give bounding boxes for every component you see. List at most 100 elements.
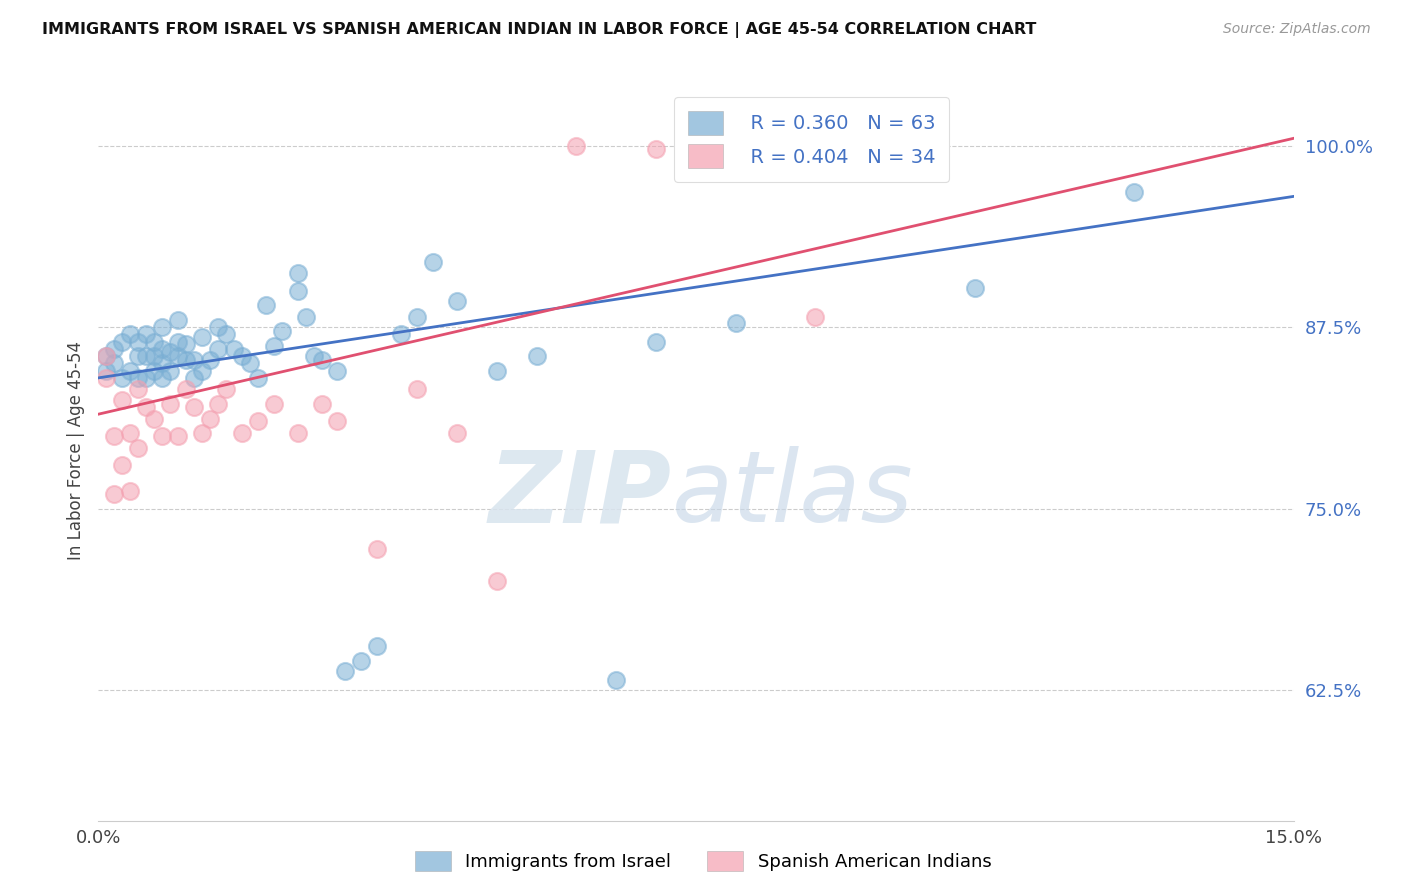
Point xyxy=(605,673,627,687)
Point xyxy=(96,349,118,363)
Point xyxy=(294,310,316,324)
Text: atlas: atlas xyxy=(672,446,914,543)
Point xyxy=(120,363,142,377)
Point xyxy=(287,425,309,440)
Point xyxy=(159,397,181,411)
Y-axis label: In Labor Force | Age 45-54: In Labor Force | Age 45-54 xyxy=(66,341,84,560)
Point xyxy=(406,383,429,397)
Point xyxy=(150,356,173,370)
Point xyxy=(120,425,142,440)
Point xyxy=(96,371,118,385)
Point xyxy=(120,327,142,342)
Text: Source: ZipAtlas.com: Source: ZipAtlas.com xyxy=(1223,22,1371,37)
Point xyxy=(191,330,214,344)
Point xyxy=(366,542,388,557)
Point xyxy=(127,349,149,363)
Point xyxy=(183,400,205,414)
Point xyxy=(207,342,229,356)
Point xyxy=(167,349,190,363)
Point xyxy=(111,334,134,349)
Point xyxy=(103,342,125,356)
Point xyxy=(485,574,508,588)
Point xyxy=(174,337,197,351)
Point xyxy=(135,400,157,414)
Point xyxy=(254,298,277,312)
Point xyxy=(239,356,262,370)
Point xyxy=(287,284,309,298)
Point xyxy=(143,334,166,349)
Point xyxy=(143,363,166,377)
Point xyxy=(198,411,221,425)
Point xyxy=(565,138,588,153)
Point xyxy=(96,363,118,377)
Point xyxy=(174,383,197,397)
Point xyxy=(120,484,142,499)
Text: ZIP: ZIP xyxy=(489,446,672,543)
Point xyxy=(191,425,214,440)
Legend: Immigrants from Israel, Spanish American Indians: Immigrants from Israel, Spanish American… xyxy=(408,844,998,879)
Point xyxy=(127,383,149,397)
Point xyxy=(127,334,149,349)
Point xyxy=(389,327,412,342)
Point xyxy=(215,383,238,397)
Point xyxy=(150,342,173,356)
Point xyxy=(231,425,253,440)
Point xyxy=(270,325,292,339)
Point xyxy=(963,281,986,295)
Point xyxy=(724,316,747,330)
Point xyxy=(326,414,349,428)
Point xyxy=(526,349,548,363)
Point xyxy=(103,356,125,370)
Point xyxy=(302,349,325,363)
Point xyxy=(311,397,333,411)
Point xyxy=(159,344,181,359)
Point xyxy=(246,371,269,385)
Point xyxy=(174,353,197,368)
Point xyxy=(207,397,229,411)
Point xyxy=(127,371,149,385)
Point xyxy=(135,349,157,363)
Point xyxy=(422,254,444,268)
Point xyxy=(263,397,285,411)
Point xyxy=(127,441,149,455)
Point xyxy=(350,654,373,668)
Point xyxy=(183,353,205,368)
Point xyxy=(183,371,205,385)
Point xyxy=(366,640,388,654)
Point xyxy=(150,320,173,334)
Point xyxy=(103,429,125,443)
Point xyxy=(804,310,827,324)
Point xyxy=(135,327,157,342)
Point xyxy=(1123,185,1146,199)
Point xyxy=(335,664,357,678)
Point xyxy=(143,349,166,363)
Point xyxy=(167,429,190,443)
Point xyxy=(167,334,190,349)
Point xyxy=(645,334,668,349)
Point xyxy=(111,458,134,472)
Point xyxy=(246,414,269,428)
Point xyxy=(446,425,468,440)
Point xyxy=(191,363,214,377)
Point xyxy=(311,353,333,368)
Point xyxy=(111,371,134,385)
Point xyxy=(287,266,309,280)
Point xyxy=(406,310,429,324)
Point xyxy=(222,342,245,356)
Point xyxy=(446,293,468,308)
Legend:   R = 0.360   N = 63,   R = 0.404   N = 34: R = 0.360 N = 63, R = 0.404 N = 34 xyxy=(673,97,949,182)
Point xyxy=(135,371,157,385)
Point xyxy=(207,320,229,334)
Point xyxy=(198,353,221,368)
Point xyxy=(485,363,508,377)
Point xyxy=(150,371,173,385)
Text: IMMIGRANTS FROM ISRAEL VS SPANISH AMERICAN INDIAN IN LABOR FORCE | AGE 45-54 COR: IMMIGRANTS FROM ISRAEL VS SPANISH AMERIC… xyxy=(42,22,1036,38)
Point xyxy=(231,349,253,363)
Point xyxy=(645,141,668,155)
Point xyxy=(103,487,125,501)
Point xyxy=(263,339,285,353)
Point xyxy=(150,429,173,443)
Point xyxy=(326,363,349,377)
Point xyxy=(96,349,118,363)
Point xyxy=(143,411,166,425)
